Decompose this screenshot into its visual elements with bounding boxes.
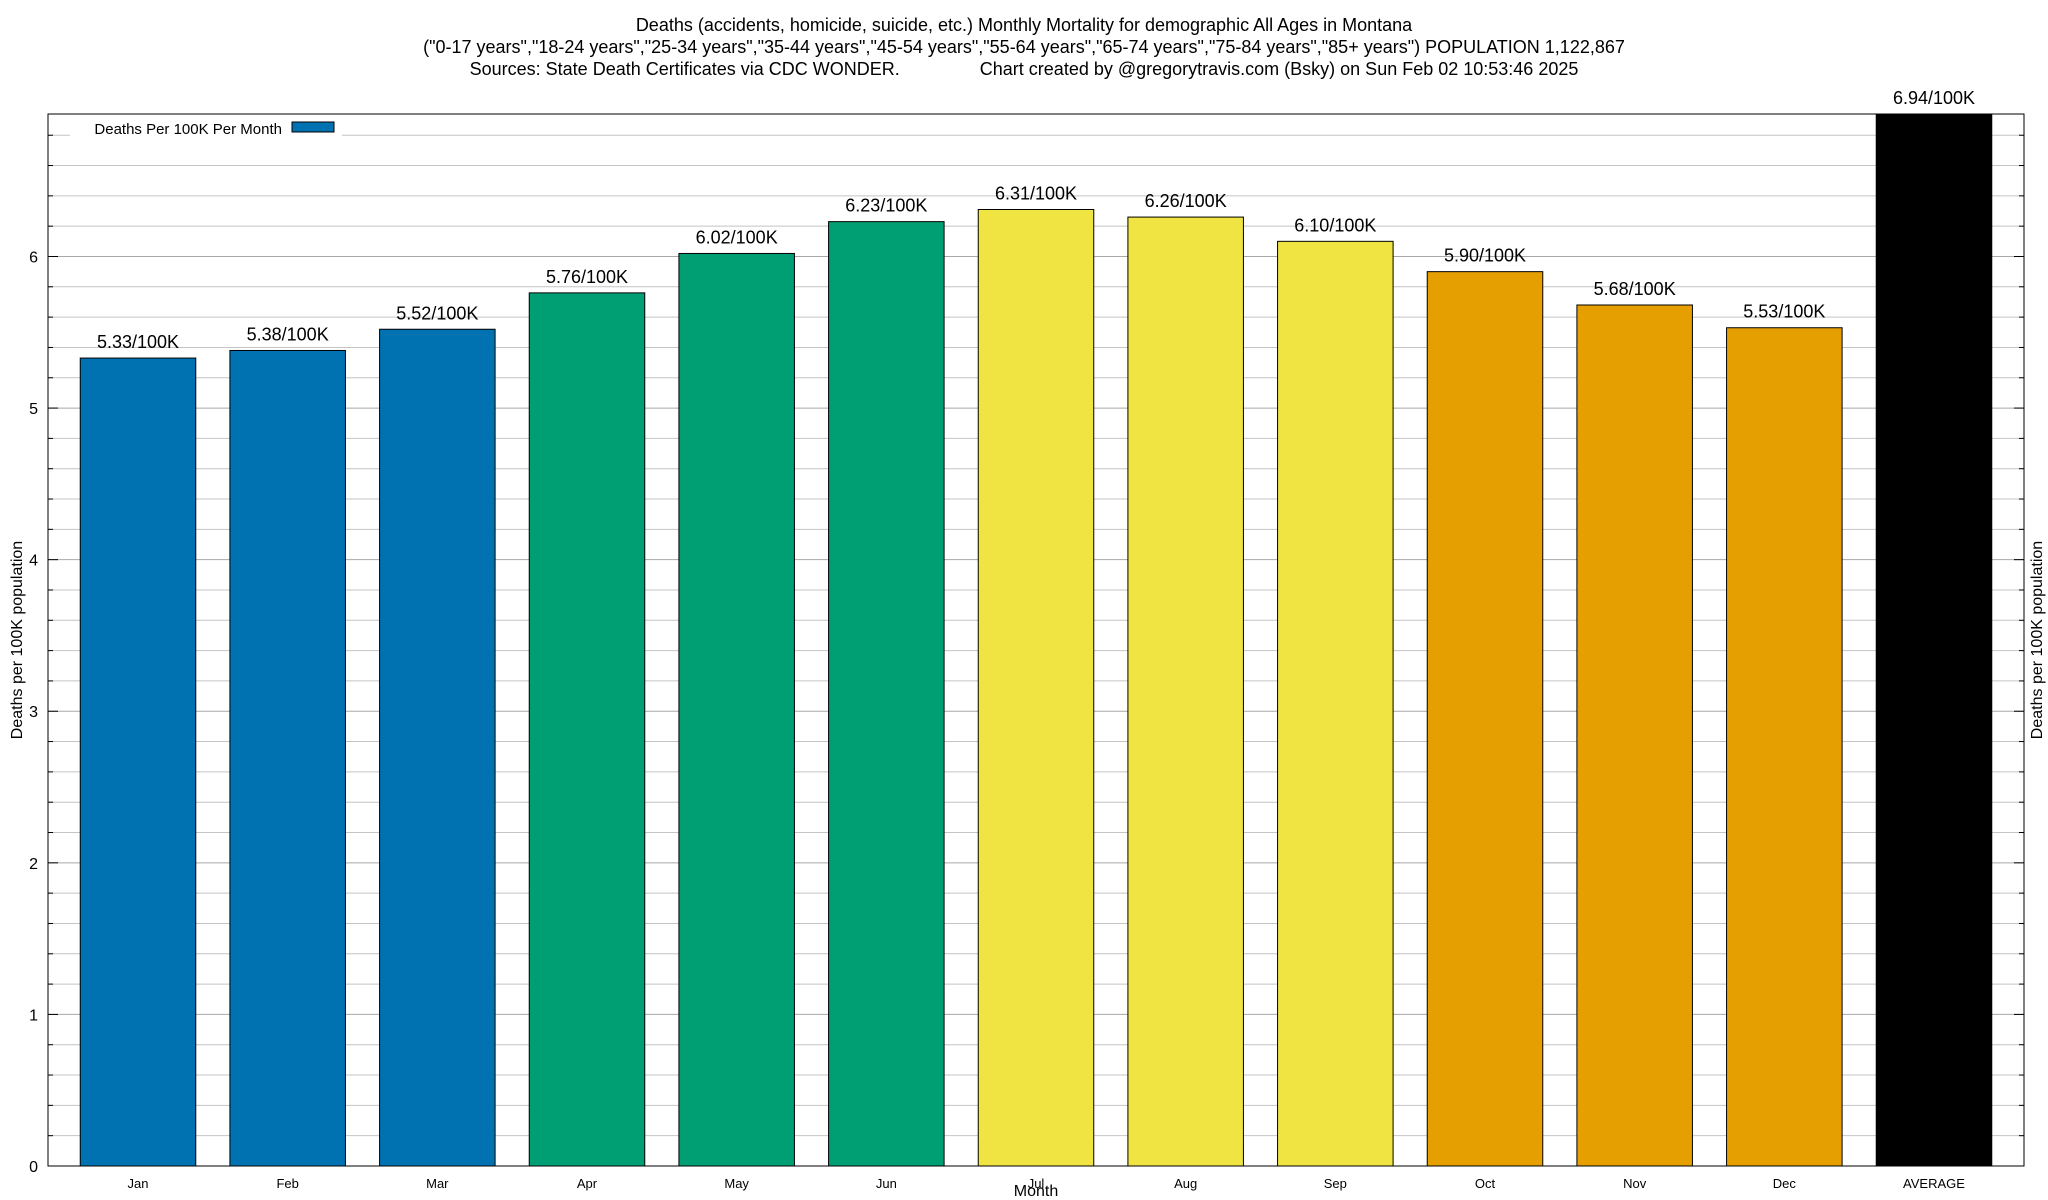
bar-feb	[229, 349, 346, 1167]
legend: Deaths Per 100K Per Month	[70, 117, 342, 141]
data-label: 5.68/100K	[1594, 279, 1676, 299]
data-label: 5.90/100K	[1444, 246, 1526, 266]
y-tick-label: 3	[29, 704, 38, 721]
bar-jan	[79, 357, 197, 1167]
y-axis-label: Deaths per 100K population	[9, 541, 26, 739]
y-axis-label-right: Deaths per 100K population	[2029, 541, 2046, 739]
bar-apr	[528, 292, 646, 1167]
bar-oct	[1426, 271, 1544, 1167]
bars	[79, 113, 1993, 1167]
x-tick-label: Apr	[577, 1176, 598, 1191]
data-label: 5.76/100K	[546, 267, 628, 287]
chart-subtitle: ("0-17 years","18-24 years","25-34 years…	[423, 37, 1625, 57]
x-tick-label: Jul	[1028, 1176, 1045, 1191]
y-tick-label: 0	[29, 1159, 38, 1176]
x-tick-label: Feb	[276, 1176, 298, 1191]
chart-credit: Chart created by @gregorytravis.com (Bsk…	[979, 59, 1579, 79]
x-tick-label: Aug	[1174, 1176, 1197, 1191]
plot-frame	[47, 113, 2025, 1167]
bar-sep	[1277, 240, 1394, 1167]
x-tick-label: Jan	[128, 1176, 149, 1191]
chart-title: Deaths (accidents, homicide, suicide, et…	[635, 15, 1413, 35]
chart-sources: Sources: State Death Certificates via CD…	[469, 59, 900, 79]
x-tick-label: Oct	[1475, 1176, 1496, 1191]
legend-label: Deaths Per 100K Per Month	[94, 121, 282, 138]
data-label: 6.94/100K	[1893, 88, 1975, 108]
bar-nov	[1576, 304, 1693, 1167]
data-label: 5.53/100K	[1743, 302, 1825, 322]
x-tick-label: Mar	[426, 1176, 449, 1191]
axis-ticks: 0 1 2 3 4 5 6 Jan Feb Mar Apr May Jun Jul Aug Sep Oct Nov…	[29, 134, 2024, 1191]
data-label: 6.31/100K	[995, 183, 1077, 203]
y-tick-label: 6	[29, 249, 38, 266]
bar-mar	[379, 328, 496, 1167]
x-tick-label: Dec	[1773, 1176, 1797, 1191]
legend-swatch	[291, 121, 335, 133]
y-tick-label: 5	[29, 401, 38, 418]
data-labels: 5.33/100K 5.38/100K 5.52/100K 5.76/100K 6.02…	[97, 88, 1975, 352]
data-label: 5.33/100K	[97, 332, 179, 352]
y-tick-label: 4	[29, 553, 38, 570]
x-axis-label: Month	[1014, 1183, 1058, 1200]
bar-jul	[977, 208, 1095, 1167]
x-tick-label: Jun	[876, 1176, 897, 1191]
data-label: 6.02/100K	[696, 227, 778, 247]
bar-average	[1875, 113, 1993, 1167]
x-tick-label: Nov	[1623, 1176, 1647, 1191]
bar-dec	[1726, 327, 1843, 1167]
data-label: 6.10/100K	[1294, 215, 1376, 235]
data-label: 5.38/100K	[247, 324, 329, 344]
bar-may	[678, 252, 795, 1167]
chart-sources-line: Sources: State Death Certificates via CD…	[0, 58, 2048, 80]
x-tick-label: May	[724, 1176, 749, 1191]
x-tick-label: Sep	[1324, 1176, 1347, 1191]
data-label: 5.52/100K	[396, 303, 478, 323]
bar-aug	[1127, 216, 1244, 1167]
y-tick-label: 1	[29, 1007, 38, 1024]
data-label: 6.26/100K	[1145, 191, 1227, 211]
x-tick-label: AVERAGE	[1903, 1176, 1965, 1191]
bar-jun	[828, 221, 945, 1167]
y-tick-label: 2	[29, 856, 38, 873]
data-label: 6.23/100K	[845, 196, 927, 216]
